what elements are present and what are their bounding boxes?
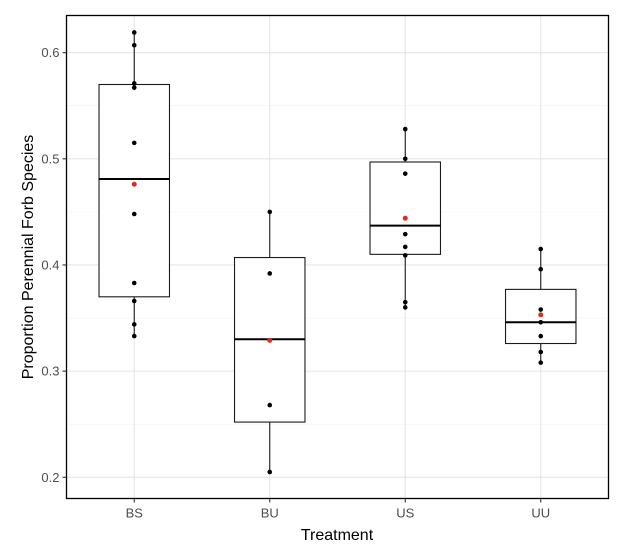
data-point: [402, 231, 408, 237]
data-point: [402, 171, 408, 176]
data-point: [267, 209, 273, 215]
data-point: [131, 333, 137, 339]
data-point: [131, 140, 137, 146]
mean-point: [131, 181, 137, 187]
axis-layer: 0.2 0.3 0.4 0.5 0.6 BS BU US UU: [41, 45, 550, 520]
x-tick-label: BS: [126, 506, 144, 521]
points-bu: [267, 209, 273, 475]
y-tick-label: 0.6: [41, 45, 59, 60]
data-point: [538, 349, 544, 355]
data-point: [267, 469, 273, 475]
x-tick-label: BU: [261, 506, 279, 521]
data-point: [402, 305, 408, 310]
data-point: [402, 126, 408, 132]
box-iqr: [98, 83, 171, 298]
mean-point: [538, 312, 544, 318]
data-point: [402, 156, 408, 162]
mean-point: [402, 215, 408, 221]
data-point: [402, 244, 408, 250]
data-point: [131, 85, 137, 90]
data-point: [131, 42, 137, 48]
data-point: [402, 253, 408, 258]
data-point: [131, 280, 137, 286]
points-bs: [131, 30, 137, 339]
points-us: [402, 126, 408, 310]
points-uu: [538, 246, 544, 365]
y-axis-title: Proportion Perennial Forb Species: [20, 135, 37, 380]
x-axis-title: Treatment: [301, 527, 374, 544]
data-point: [131, 81, 137, 86]
y-tick-label: 0.4: [41, 257, 59, 272]
mean-point: [267, 337, 273, 343]
box-us: [369, 129, 442, 308]
box-iqr: [369, 161, 442, 255]
data-point: [538, 333, 544, 339]
y-tick-label: 0.2: [41, 470, 59, 485]
data-point: [402, 299, 408, 305]
data-point: [538, 307, 544, 312]
panel-border: [65, 14, 610, 500]
point-layer: [131, 30, 544, 475]
data-point: [538, 319, 544, 325]
data-point: [131, 298, 137, 304]
data-point: [267, 271, 273, 276]
x-tick-label: UU: [531, 506, 550, 521]
data-point: [267, 402, 273, 408]
data-point: [538, 246, 544, 252]
box-bs: [98, 32, 171, 337]
x-tick-label: US: [396, 506, 414, 521]
data-point: [538, 360, 544, 365]
y-tick-label: 0.3: [41, 364, 59, 379]
data-point: [538, 266, 544, 272]
data-point: [131, 322, 137, 327]
data-point: [131, 211, 137, 217]
data-point: [131, 30, 137, 35]
y-tick-label: 0.5: [41, 151, 59, 166]
